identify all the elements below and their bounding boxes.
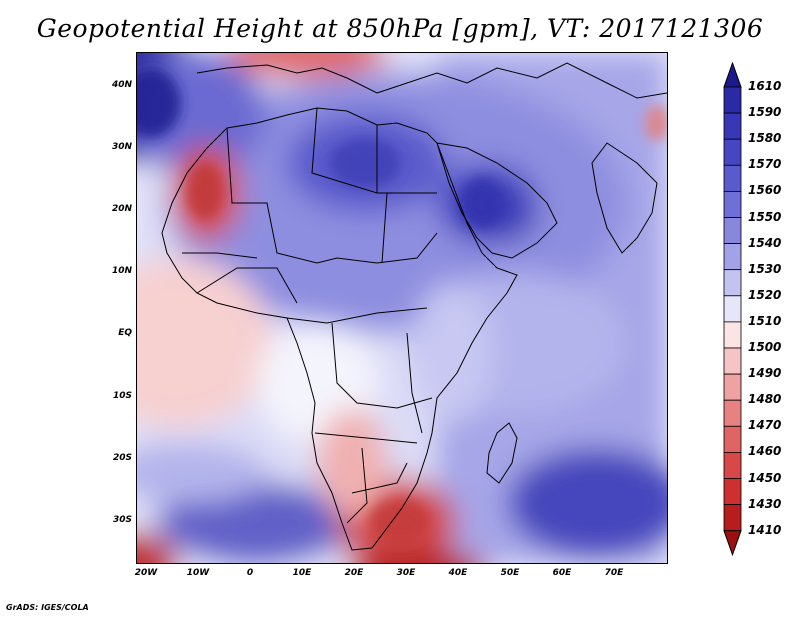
lon-label-20e: 20E bbox=[344, 568, 364, 578]
colorbar-segment bbox=[723, 86, 742, 114]
lon-label-10w: 10W bbox=[186, 568, 210, 578]
colorbar-label: 1470 bbox=[748, 418, 782, 433]
map-title: Geopotential Height at 850hPa [gpm], VT:… bbox=[36, 14, 764, 43]
lon-label-30e: 30E bbox=[396, 568, 416, 578]
colorbar-label: 1450 bbox=[748, 470, 782, 485]
colorbar-label: 1610 bbox=[748, 79, 782, 93]
lat-label-30n: 30N bbox=[111, 142, 132, 152]
colorbar-cap-top bbox=[723, 62, 742, 88]
colorbar-label: 1590 bbox=[748, 105, 782, 120]
lat-label-10s: 10S bbox=[112, 391, 132, 401]
colorbar-segment bbox=[723, 138, 742, 166]
credit-text: GrADS: IGES/COLA bbox=[6, 603, 89, 612]
lat-label-30s: 30S bbox=[112, 515, 132, 525]
colorbar-segment bbox=[723, 478, 742, 506]
colorbar-segment bbox=[723, 321, 742, 349]
colorbar-label: 1510 bbox=[748, 313, 782, 328]
colorbar-segment bbox=[723, 504, 742, 532]
colorbar-label: 1570 bbox=[748, 157, 782, 172]
lon-label-50e: 50E bbox=[500, 568, 520, 578]
colorbar-label: 1490 bbox=[748, 366, 782, 381]
colorbar-label: 1480 bbox=[748, 392, 782, 407]
colorbar-label: 1460 bbox=[748, 444, 782, 459]
lon-label-10e: 10E bbox=[292, 568, 312, 578]
lon-label-0: 0 bbox=[246, 568, 254, 578]
colorbar-label: 1540 bbox=[748, 235, 782, 250]
colorbar-label: 1430 bbox=[748, 496, 782, 511]
lat-label-20n: 20N bbox=[111, 204, 132, 214]
colorbar-segment bbox=[723, 243, 742, 271]
colorbar-segment bbox=[723, 347, 742, 375]
colorbar-segment bbox=[723, 112, 742, 140]
colorbar-label: 1520 bbox=[748, 287, 782, 302]
geopotential-field bbox=[137, 53, 667, 563]
lon-label-40e: 40E bbox=[448, 568, 468, 578]
colorbar-segment bbox=[723, 425, 742, 453]
lon-label-20w: 20W bbox=[134, 568, 158, 578]
colorbar-segment bbox=[723, 164, 742, 192]
lat-label-40n: 40N bbox=[111, 80, 132, 90]
colorbar-segment bbox=[723, 295, 742, 323]
colorbar-label: 1550 bbox=[748, 209, 782, 224]
colorbar-label: 1530 bbox=[748, 261, 782, 276]
colorbar-cap-bottom bbox=[723, 530, 742, 556]
lat-label-20s: 20S bbox=[112, 453, 132, 463]
colorbar-segment bbox=[723, 190, 742, 218]
colorbar-segment bbox=[723, 373, 742, 401]
coastline-overlay bbox=[161, 62, 667, 551]
colorbar-segment bbox=[723, 217, 742, 245]
lon-label-70e: 70E bbox=[604, 568, 624, 578]
map-panel bbox=[136, 52, 668, 564]
colorbar-label: 1580 bbox=[748, 131, 782, 146]
lat-label-10n: 10N bbox=[111, 266, 132, 276]
lon-label-60e: 60E bbox=[552, 568, 572, 578]
colorbar-label: 1410 bbox=[748, 522, 782, 537]
colorbar-segment bbox=[723, 269, 742, 297]
colorbar-graphic bbox=[723, 62, 742, 556]
colorbar-label: 1500 bbox=[748, 340, 782, 354]
lat-label-eq: EQ bbox=[118, 328, 132, 338]
colorbar-segment bbox=[723, 451, 742, 479]
colorbar-label: 1560 bbox=[748, 183, 782, 198]
colorbar-segment bbox=[723, 399, 742, 427]
